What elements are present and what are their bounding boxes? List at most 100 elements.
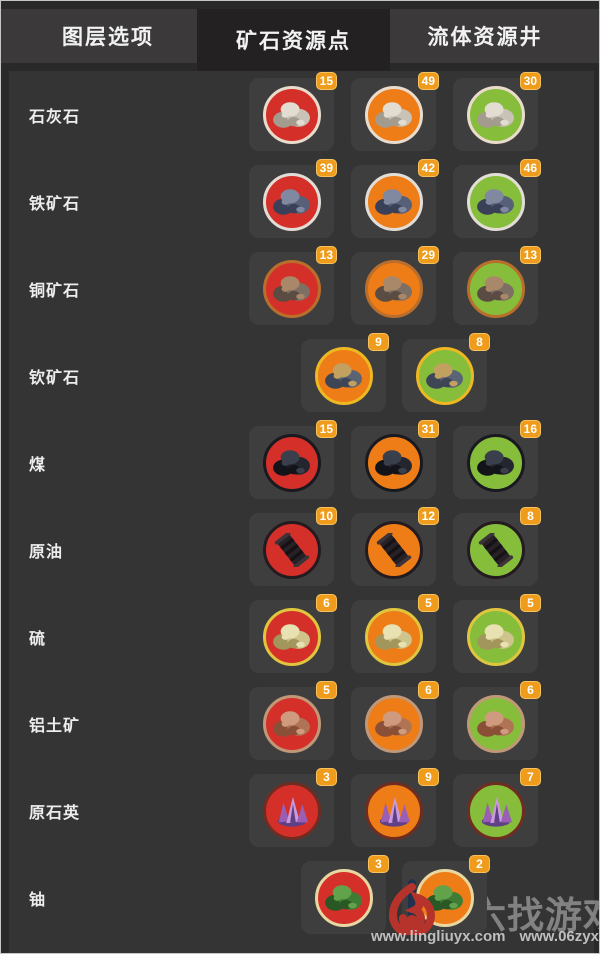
cluster-resource-icon <box>466 172 525 231</box>
node-count-badge: 6 <box>520 681 541 699</box>
resource-node-tile-orange[interactable]: 9 <box>301 333 389 412</box>
node-count-badge: 2 <box>469 855 490 873</box>
resource-row: 铀 3 2 <box>9 854 594 941</box>
cluster-resource-icon <box>262 259 321 318</box>
resource-list: 石灰石 15 49 30 铁矿石 39 42 46 铜矿石 13 29 13 钦矿石 9 8 煤 15 31 16 原… <box>9 71 594 953</box>
cluster-resource-icon <box>364 85 423 144</box>
node-count-badge: 15 <box>315 72 337 90</box>
resource-node-tile-green[interactable]: 16 <box>453 420 541 499</box>
cluster-resource-icon <box>262 694 321 753</box>
node-count-badge: 12 <box>417 507 439 525</box>
tab-bar: 图层选项 矿石资源点 流体资源井 <box>1 9 599 71</box>
resource-label: 原油 <box>29 543 64 561</box>
barrel-resource-icon <box>262 520 321 579</box>
resource-row: 煤 15 31 16 <box>9 419 594 506</box>
node-count-badge: 5 <box>418 594 439 612</box>
tab-layer-options[interactable]: 图层选项 <box>62 26 154 49</box>
resource-node-tile-orange[interactable]: 49 <box>351 72 439 151</box>
node-count-badge: 6 <box>316 594 337 612</box>
node-count-badge: 15 <box>315 420 337 438</box>
resource-node-tile-red[interactable]: 5 <box>249 681 337 760</box>
resource-node-tile-orange[interactable]: 9 <box>351 768 439 847</box>
barrel-resource-icon <box>364 520 423 579</box>
cluster-resource-icon <box>364 607 423 666</box>
node-count-badge: 13 <box>315 246 337 264</box>
resource-node-tile-green[interactable]: 13 <box>453 246 541 325</box>
node-count-badge: 6 <box>418 681 439 699</box>
node-count-badge: 42 <box>417 159 439 177</box>
node-count-badge: 16 <box>519 420 541 438</box>
resource-node-tile-orange[interactable]: 42 <box>351 159 439 238</box>
watermark-url-1: www.lingliuyx.com <box>371 928 506 945</box>
cluster-resource-icon <box>466 607 525 666</box>
node-count-badge: 30 <box>519 72 541 90</box>
resource-label: 铜矿石 <box>29 282 81 300</box>
tab-fluid-resource-wells[interactable]: 流体资源井 <box>427 26 543 49</box>
barrel-resource-icon <box>466 520 525 579</box>
resource-node-tile-red[interactable]: 10 <box>249 507 337 586</box>
resource-row: 原油 10 12 8 <box>9 506 594 593</box>
cluster-resource-icon <box>262 85 321 144</box>
tab-ore-resource-nodes[interactable]: 矿石资源点 <box>197 9 390 71</box>
resource-node-tile-red[interactable]: 3 <box>249 768 337 847</box>
resource-row: 铜矿石 13 29 13 <box>9 245 594 332</box>
resource-node-tile-red[interactable]: 3 <box>301 855 389 934</box>
cluster-resource-icon <box>364 172 423 231</box>
resource-node-tile-green[interactable]: 46 <box>453 159 541 238</box>
resource-node-tile-red[interactable]: 15 <box>249 72 337 151</box>
resource-node-tile-red[interactable]: 6 <box>249 594 337 673</box>
resource-label: 铀 <box>29 891 47 909</box>
resource-row: 钦矿石 9 8 <box>9 332 594 419</box>
resource-node-tile-orange[interactable]: 12 <box>351 507 439 586</box>
node-count-badge: 3 <box>316 768 337 786</box>
resource-row: 硫 6 5 5 <box>9 593 594 680</box>
resource-node-tile-red[interactable]: 13 <box>249 246 337 325</box>
resource-node-tile-red[interactable]: 15 <box>249 420 337 499</box>
resource-label: 硫 <box>29 630 47 648</box>
resource-node-tile-orange[interactable]: 31 <box>351 420 439 499</box>
resource-node-tile-green[interactable]: 5 <box>453 594 541 673</box>
resource-row: 石灰石 15 49 30 <box>9 71 594 158</box>
node-count-badge: 29 <box>417 246 439 264</box>
resource-label: 石灰石 <box>29 108 81 126</box>
node-count-badge: 49 <box>417 72 439 90</box>
watermark-logo-icon <box>388 877 436 940</box>
cluster-resource-icon <box>262 172 321 231</box>
cluster-resource-icon <box>262 433 321 492</box>
watermark-urls: www.lingliuyx.com www.06zyx.com <box>371 928 599 945</box>
node-count-badge: 8 <box>520 507 541 525</box>
resource-node-tile-red[interactable]: 39 <box>249 159 337 238</box>
resource-node-tile-green[interactable]: 7 <box>453 768 541 847</box>
crystal-resource-icon <box>262 781 321 840</box>
node-count-badge: 31 <box>417 420 439 438</box>
resource-label: 铝土矿 <box>29 717 81 735</box>
cluster-resource-icon <box>466 694 525 753</box>
resource-row: 铝土矿 5 6 6 <box>9 680 594 767</box>
crystal-resource-icon <box>364 781 423 840</box>
node-count-badge: 3 <box>368 855 389 873</box>
resource-node-tile-green[interactable]: 30 <box>453 72 541 151</box>
resource-node-tile-orange[interactable]: 2 <box>402 855 490 934</box>
resource-row: 原石英 3 9 7 <box>9 767 594 854</box>
resource-node-tile-green[interactable]: 8 <box>453 507 541 586</box>
resource-node-tile-green[interactable]: 6 <box>453 681 541 760</box>
cluster-resource-icon <box>466 433 525 492</box>
cluster-resource-icon <box>466 259 525 318</box>
cluster-resource-icon <box>466 85 525 144</box>
cluster-resource-icon <box>364 694 423 753</box>
cluster-resource-icon <box>314 346 373 405</box>
resource-node-tile-orange[interactable]: 6 <box>351 681 439 760</box>
cluster-resource-icon <box>314 868 373 927</box>
resource-node-tile-orange[interactable]: 29 <box>351 246 439 325</box>
cluster-resource-icon <box>364 259 423 318</box>
resource-node-tile-green[interactable]: 8 <box>402 333 490 412</box>
resource-label: 铁矿石 <box>29 195 81 213</box>
resource-label: 煤 <box>29 456 47 474</box>
resource-node-tile-orange[interactable]: 5 <box>351 594 439 673</box>
node-count-badge: 39 <box>315 159 337 177</box>
node-count-badge: 9 <box>368 333 389 351</box>
node-count-badge: 10 <box>315 507 337 525</box>
resource-row: 铁矿石 39 42 46 <box>9 158 594 245</box>
node-count-badge: 9 <box>418 768 439 786</box>
